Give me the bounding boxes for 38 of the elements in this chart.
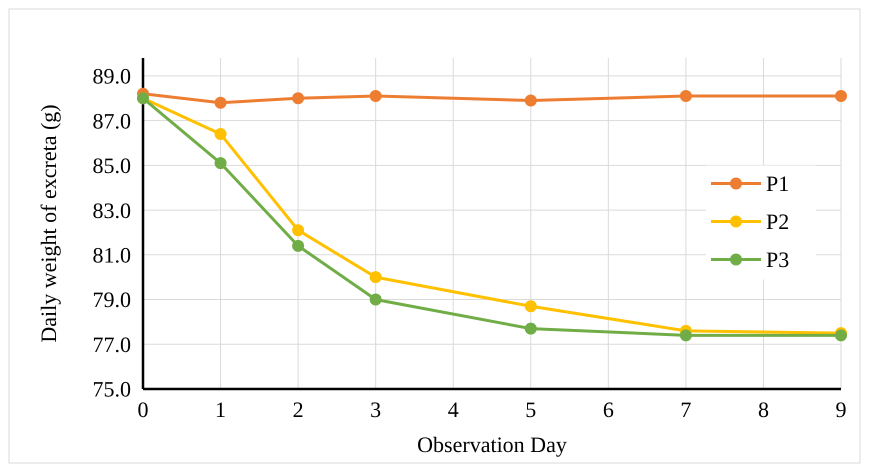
point (370, 271, 382, 284)
x-tick-label: 6 (602, 397, 614, 422)
x-tick-label: 4 (448, 397, 459, 422)
y-axis-title: Daily weight of excreta (g) (36, 104, 61, 343)
x-tick-label: 8 (758, 397, 769, 422)
point (524, 322, 537, 335)
y-tick-label: 89.0 (92, 64, 131, 89)
x-tick-label: 5 (525, 397, 536, 422)
point (292, 240, 304, 252)
y-tick-label: 85.0 (92, 153, 131, 178)
x-tick-label: 2 (292, 397, 304, 422)
x-axis-title: Observation Day (417, 432, 567, 457)
point (214, 96, 227, 109)
y-tick-label: 87.0 (92, 108, 131, 134)
point (292, 92, 304, 104)
point (524, 94, 537, 106)
x-tick-label: 0 (138, 397, 148, 422)
point (214, 157, 227, 170)
legend-label: P3 (766, 247, 790, 272)
point (680, 90, 692, 102)
point (680, 329, 692, 342)
legend-label: P1 (766, 171, 790, 196)
y-tick-label: 83.0 (92, 198, 131, 223)
x-tick-label: 9 (836, 397, 846, 422)
x-tick-label: 3 (370, 397, 382, 422)
x-tick-label: 1 (215, 397, 226, 422)
point (370, 90, 382, 102)
y-tick-label: 81.0 (92, 242, 131, 268)
legend-label: P2 (766, 209, 790, 234)
point (835, 90, 847, 102)
y-tick-label: 77.0 (92, 332, 131, 357)
point (524, 300, 537, 312)
point (292, 224, 304, 236)
x-tick-label: 7 (680, 397, 692, 422)
point (214, 128, 227, 140)
y-tick-label: 79.0 (92, 287, 131, 312)
y-tick-label: 75.0 (92, 376, 131, 402)
point (370, 294, 382, 306)
